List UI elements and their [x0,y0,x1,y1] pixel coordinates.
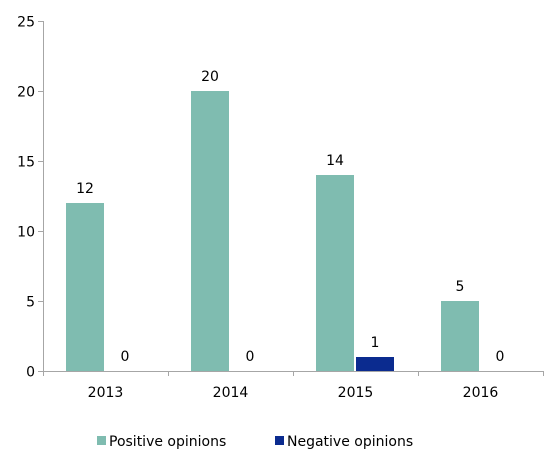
data-labels: 12 20 14 5 0 0 1 0 [76,69,504,365]
data-label: 0 [496,349,505,365]
y-tick-label: 25 [17,15,35,31]
x-tick-label: 2015 [338,385,374,401]
bar [66,203,104,371]
data-label: 0 [121,349,130,365]
data-label: 14 [326,153,344,169]
bar [191,91,229,371]
data-label: 5 [456,279,465,295]
legend-label: Positive opinions [109,434,226,450]
bar [316,175,354,371]
y-tick-label: 10 [17,225,35,241]
data-label: 1 [371,335,380,351]
legend-swatch [97,436,106,445]
y-tick-label: 15 [17,155,35,171]
y-tick-label: 20 [17,85,35,101]
legend-swatch [275,436,284,445]
legend-label: Negative opinions [287,434,413,450]
x-tick-label: 2013 [88,385,124,401]
bars [66,91,479,371]
y-tick-label: 0 [26,365,35,381]
x-tick-label: 2014 [213,385,249,401]
data-label: 20 [201,69,219,85]
legend: Positive opinions Negative opinions [97,434,413,450]
data-label: 0 [246,349,255,365]
y-tick-label: 5 [26,295,35,311]
x-tick-label: 2016 [463,385,499,401]
bar [356,357,394,371]
bar [441,301,479,371]
data-label: 12 [76,181,94,197]
